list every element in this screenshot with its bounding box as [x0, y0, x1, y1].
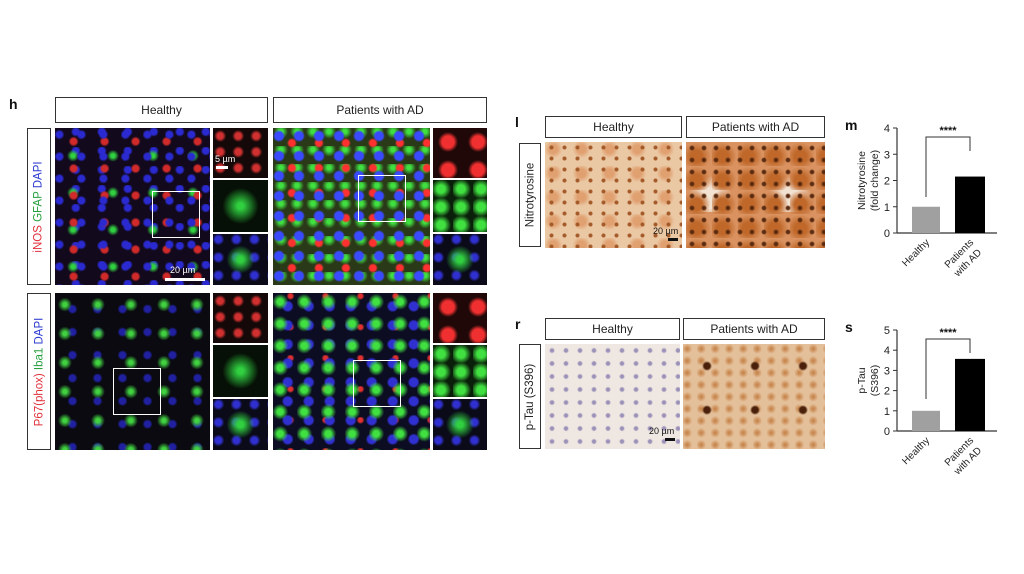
y-tick-label: 1	[884, 202, 890, 214]
roi-box	[353, 360, 401, 407]
ihc-ad-nitrotyrosine	[686, 142, 825, 248]
roi-box	[358, 175, 406, 222]
inset-red: 5 µm	[213, 128, 268, 178]
x-tick-label: Healthy	[900, 237, 932, 269]
bar-ad	[955, 176, 985, 233]
column-header-healthy: Healthy	[55, 97, 268, 123]
scale-bar	[665, 438, 675, 441]
scale-bar	[668, 238, 678, 241]
inset-merge	[433, 399, 487, 450]
micrograph-ad-inos	[273, 128, 430, 285]
inset-merge	[213, 399, 268, 450]
column-header-ad: Patients with AD	[273, 97, 487, 123]
ihc-ad-ptau	[683, 344, 825, 449]
roi-box	[152, 191, 200, 238]
inset-scale-bar	[216, 166, 228, 169]
inset-merge	[433, 234, 487, 285]
y-tick-label: 4	[884, 345, 890, 357]
x-tick-label: Healthy	[900, 435, 932, 467]
roi-box	[113, 368, 161, 415]
y-axis-label: p-Tau	[856, 367, 868, 393]
y-tick-label: 1	[884, 406, 890, 418]
y-axis-label-line2: (fold change)	[869, 150, 881, 211]
inset-red	[213, 293, 268, 343]
inset-green	[213, 345, 268, 397]
column-header-healthy: Healthy	[545, 116, 682, 138]
inset-green	[433, 345, 487, 397]
scale-bar	[165, 278, 205, 281]
bar-healthy	[912, 206, 940, 233]
bar-healthy	[912, 410, 940, 431]
ihc-healthy-ptau: 20 µm	[545, 344, 680, 449]
panel-label-l: l	[515, 114, 519, 130]
scale-bar-label: 20 µm	[653, 226, 679, 236]
bar-ad	[955, 358, 985, 431]
y-tick-label: 3	[884, 365, 890, 377]
scale-bar-label: 20 µm	[649, 426, 675, 436]
panel-label-r: r	[515, 316, 521, 332]
micrograph-ad-p67	[273, 293, 430, 450]
scale-bar-label: 20 µm	[170, 265, 196, 275]
column-header-ad: Patients with AD	[686, 116, 825, 138]
row-label-inos: iNOS GFAP DAPI	[27, 128, 51, 285]
y-tick-label: 0	[884, 228, 890, 240]
row-label-nitrotyrosine: Nitrotyrosine	[519, 143, 541, 247]
significance-label: ****	[939, 125, 957, 137]
column-header-healthy: Healthy	[545, 318, 680, 340]
panel-label-h: h	[9, 96, 18, 112]
y-tick-label: 4	[884, 123, 890, 135]
inset-scale-label: 5 µm	[215, 154, 236, 164]
column-header-ad: Patients with AD	[683, 318, 825, 340]
y-tick-label: 2	[884, 176, 890, 188]
y-axis-label-line2: (S396)	[869, 365, 881, 397]
y-tick-label: 5	[884, 325, 890, 337]
panel-label-m: m	[845, 117, 858, 133]
significance-label: ****	[939, 327, 957, 339]
significance-bracket	[925, 338, 971, 399]
inset-green	[213, 180, 268, 232]
y-axis-label: Nitrotyrosine	[856, 151, 868, 210]
inset-red	[433, 293, 487, 343]
inset-merge	[213, 234, 268, 285]
inset-red	[433, 128, 487, 178]
inset-green	[433, 180, 487, 232]
ihc-healthy-nitrotyrosine: 20 µm	[545, 142, 682, 248]
micrograph-healthy-inos: 20 µm	[55, 128, 210, 285]
row-label-p67: P67(phox) Iba1 DAPI	[27, 293, 51, 450]
y-tick-label: 0	[884, 426, 890, 438]
micrograph-healthy-p67	[55, 293, 210, 450]
panel-label-s: s	[845, 319, 853, 335]
y-tick-label: 2	[884, 386, 890, 398]
y-tick-label: 3	[884, 149, 890, 161]
significance-bracket	[925, 136, 971, 197]
row-label-ptau: p-Tau (S396)	[519, 344, 541, 449]
